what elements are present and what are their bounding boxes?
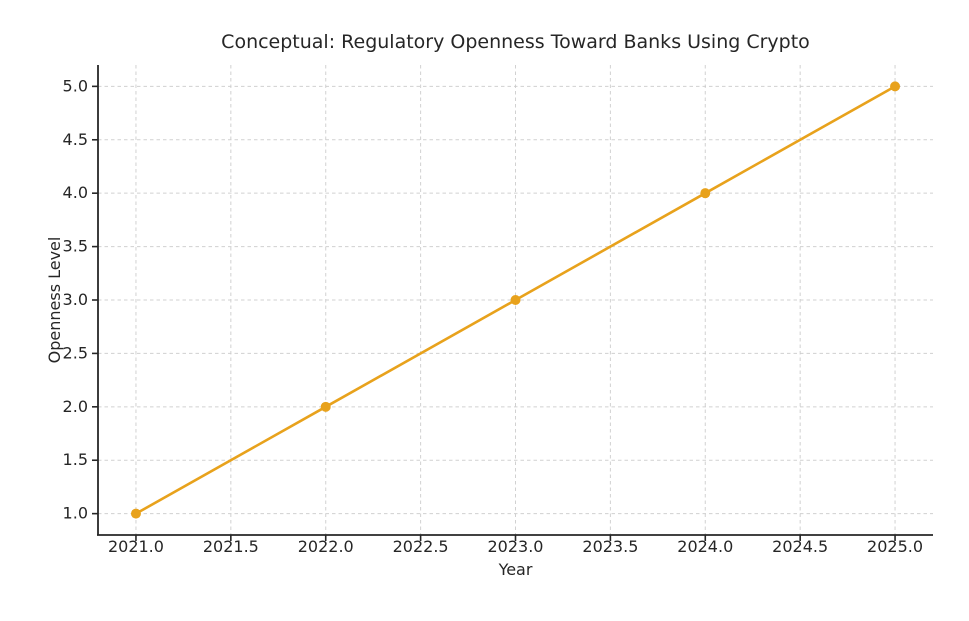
x-tick-label: 2024.5 — [772, 537, 828, 556]
x-axis-label: Year — [498, 560, 533, 579]
data-point — [510, 295, 521, 305]
y-tick-label: 1.0 — [63, 504, 88, 523]
y-tick-label: 4.0 — [63, 183, 88, 202]
y-tick-label: 1.5 — [63, 450, 88, 469]
x-tick-label: 2021.0 — [108, 537, 164, 556]
x-tick-label: 2023.0 — [488, 537, 544, 556]
data-point — [700, 188, 711, 199]
y-tick-label: 2.0 — [63, 397, 88, 416]
y-tick-label: 3.5 — [63, 237, 88, 256]
y-tick-label: 2.5 — [63, 343, 88, 362]
data-point — [130, 508, 141, 519]
data-point — [320, 401, 331, 412]
x-tick-label: 2024.0 — [677, 537, 733, 556]
y-tick-label: 3.0 — [63, 290, 88, 309]
y-tick-label: 4.5 — [63, 130, 88, 149]
x-tick-label: 2021.5 — [203, 537, 259, 556]
data-point — [890, 81, 901, 92]
x-tick-label: 2022.5 — [393, 537, 449, 556]
x-tick-label: 2025.0 — [867, 537, 923, 556]
x-tick-label: 2022.0 — [298, 537, 354, 556]
y-tick-label: 5.0 — [63, 76, 88, 95]
x-tick-label: 2023.5 — [582, 537, 638, 556]
chart-title: Conceptual: Regulatory Openness Toward B… — [221, 31, 810, 53]
